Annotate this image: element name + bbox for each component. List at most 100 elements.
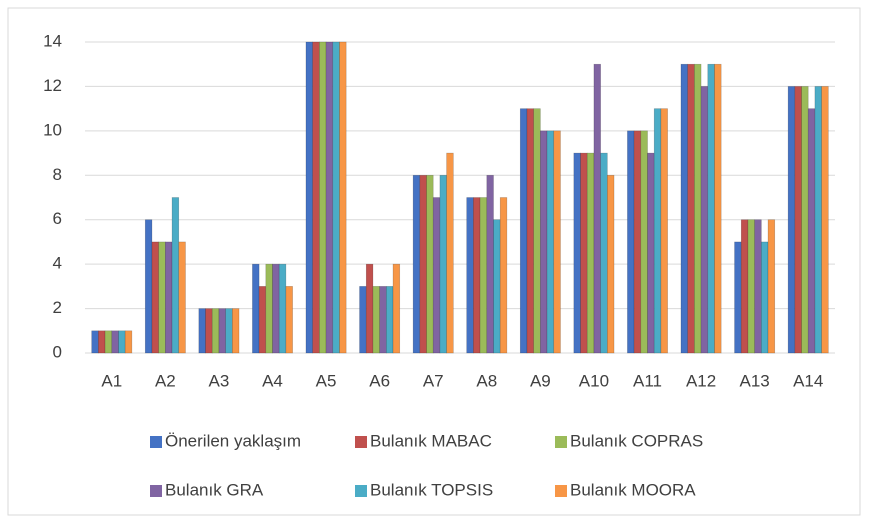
- bar: [439, 174, 447, 354]
- bar: [426, 174, 434, 354]
- bar: [446, 152, 454, 354]
- x-tick-label: A11: [633, 371, 662, 390]
- bar: [473, 197, 481, 354]
- bar: [647, 152, 655, 354]
- x-tick-label: A12: [686, 371, 716, 390]
- bar: [627, 130, 635, 354]
- bar: [412, 174, 421, 354]
- bar: [319, 41, 327, 354]
- bar: [111, 330, 119, 354]
- y-tick-label: 2: [53, 298, 62, 317]
- x-tick-label: A9: [530, 371, 551, 390]
- bar: [178, 241, 186, 354]
- bar: [700, 86, 709, 354]
- bar: [104, 330, 113, 354]
- x-tick-label: A6: [369, 371, 390, 390]
- legend-label: Bulanık MOORA: [570, 480, 696, 499]
- bar: [466, 197, 474, 354]
- bar: [747, 219, 755, 354]
- bar: [486, 174, 494, 354]
- x-tick-label: A7: [423, 371, 444, 390]
- y-tick-label: 14: [43, 31, 62, 50]
- bar: [526, 108, 534, 354]
- bar: [252, 263, 260, 354]
- bar: [640, 130, 648, 354]
- bar: [372, 286, 380, 354]
- bar: [265, 263, 273, 354]
- bar: [225, 308, 233, 354]
- bar: [144, 219, 153, 354]
- bar: [158, 241, 166, 354]
- bar: [91, 330, 99, 354]
- bar: [519, 108, 528, 354]
- bar: [546, 130, 555, 354]
- bar: [332, 41, 340, 354]
- bar: [165, 241, 173, 354]
- bar: [586, 152, 595, 354]
- bar: [754, 219, 762, 354]
- bar: [171, 197, 180, 354]
- bar: [633, 130, 642, 354]
- y-tick-label: 0: [53, 342, 62, 361]
- bar: [258, 286, 267, 354]
- bar: [479, 197, 488, 354]
- bar: [312, 41, 320, 354]
- legend-swatch: [355, 485, 367, 497]
- bar: [432, 197, 441, 354]
- x-tick-label: A4: [262, 371, 283, 390]
- bar: [593, 63, 601, 354]
- bar: [499, 197, 508, 354]
- bar: [386, 286, 394, 354]
- bar: [205, 308, 213, 354]
- y-tick-label: 8: [53, 165, 62, 184]
- bar: [821, 86, 829, 354]
- bar: [365, 263, 374, 354]
- bar: [285, 286, 293, 354]
- bar: [600, 152, 608, 354]
- bar: [714, 63, 722, 354]
- x-tick-label: A2: [155, 371, 176, 390]
- bar: [553, 130, 561, 354]
- legend-swatch: [355, 436, 367, 448]
- bar: [211, 308, 220, 354]
- bar: [325, 41, 334, 354]
- bar: [801, 86, 809, 354]
- bar: [787, 86, 796, 354]
- x-tick-label: A10: [579, 371, 609, 390]
- bar: [533, 108, 541, 354]
- bar: [359, 286, 367, 354]
- bar: [218, 308, 226, 354]
- x-tick-label: A14: [793, 371, 823, 390]
- bar: [660, 108, 668, 354]
- legend-swatch: [150, 485, 162, 497]
- x-tick-label: A8: [476, 371, 497, 390]
- legend-label: Bulanık TOPSIS: [370, 480, 493, 499]
- bar: [379, 286, 387, 354]
- bar: [707, 63, 715, 354]
- bar: [573, 152, 581, 354]
- bar: [761, 241, 769, 354]
- bar: [272, 263, 280, 354]
- bar: [232, 308, 240, 354]
- x-tick-label: A5: [316, 371, 337, 390]
- legend-label: Bulanık COPRAS: [570, 431, 703, 450]
- x-tick-label: A1: [101, 371, 122, 390]
- bar: [419, 174, 427, 354]
- legend-label: Bulanık MABAC: [370, 431, 492, 450]
- y-tick-label: 4: [53, 254, 62, 273]
- x-tick-label: A3: [209, 371, 230, 390]
- bar: [124, 330, 133, 354]
- bar: [392, 263, 401, 354]
- bar: [493, 219, 501, 354]
- bar: [540, 130, 548, 354]
- bar: [680, 63, 688, 354]
- bar: [607, 174, 615, 354]
- bar: [278, 263, 287, 354]
- legend-swatch: [555, 436, 567, 448]
- bar: [580, 152, 588, 354]
- y-tick-label: 6: [53, 209, 62, 228]
- bar: [740, 219, 749, 354]
- bar: [687, 63, 695, 354]
- legend-label: Önerilen yaklaşım: [165, 431, 301, 450]
